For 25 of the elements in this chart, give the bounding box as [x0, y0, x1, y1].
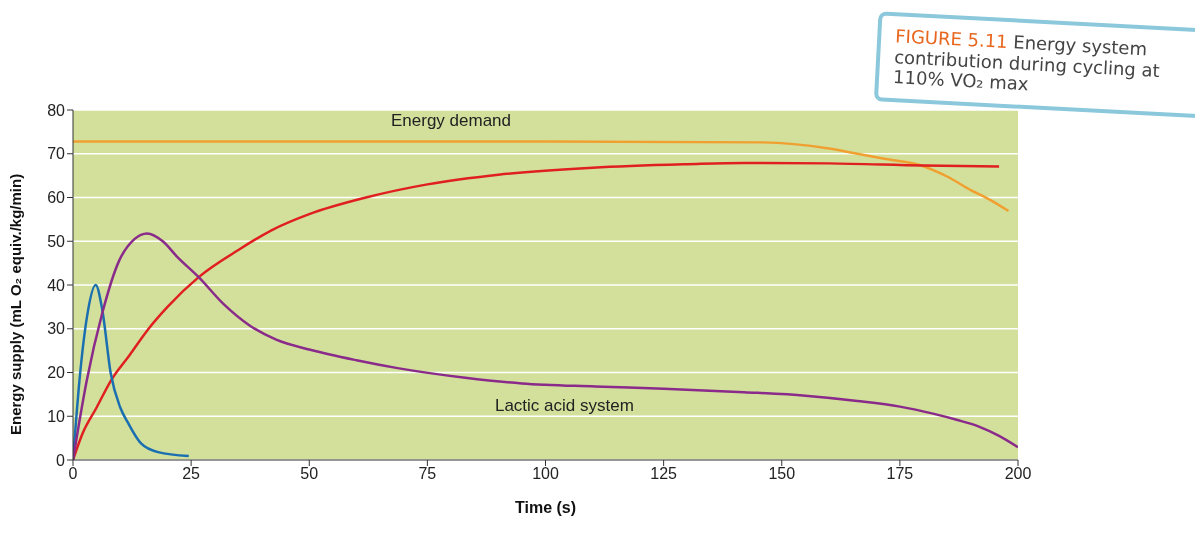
x-tick-label: 75: [418, 465, 437, 483]
x-axis-title: Time (s): [514, 499, 577, 516]
y-tick-label: 30: [47, 320, 66, 338]
series-label: Energy demand: [390, 110, 512, 130]
line-series: [73, 140, 1010, 213]
x-tick-label: 200: [1004, 465, 1032, 483]
y-tick-label: 60: [47, 189, 66, 207]
x-tick-label: 100: [532, 465, 559, 483]
x-tick-label: 175: [886, 465, 914, 483]
x-tick-label: 25: [182, 465, 201, 483]
y-tick-label: 10: [47, 407, 66, 425]
series-label: Lactic acid system: [494, 396, 634, 416]
y-tick-label: 40: [47, 276, 66, 294]
y-tick-label: 80: [47, 101, 66, 119]
x-tick-label: 50: [300, 465, 319, 483]
y-tick-label: 70: [47, 145, 66, 163]
y-tick-label: 20: [47, 364, 66, 382]
x-tick-label: 150: [768, 465, 796, 483]
y-tick-label: 0: [56, 451, 66, 469]
line-series: [73, 283, 191, 460]
chart-title: FIGURE 5.11 Energy system contribution during cycling at 110% VO₂ max: [892, 25, 1161, 95]
y-tick-label: 50: [47, 232, 66, 250]
x-tick-label: 0: [68, 465, 78, 483]
x-tick-label: 125: [650, 465, 678, 483]
y-axis-title: Energy supply (mL O₂ equiv./kg/min): [7, 173, 25, 435]
